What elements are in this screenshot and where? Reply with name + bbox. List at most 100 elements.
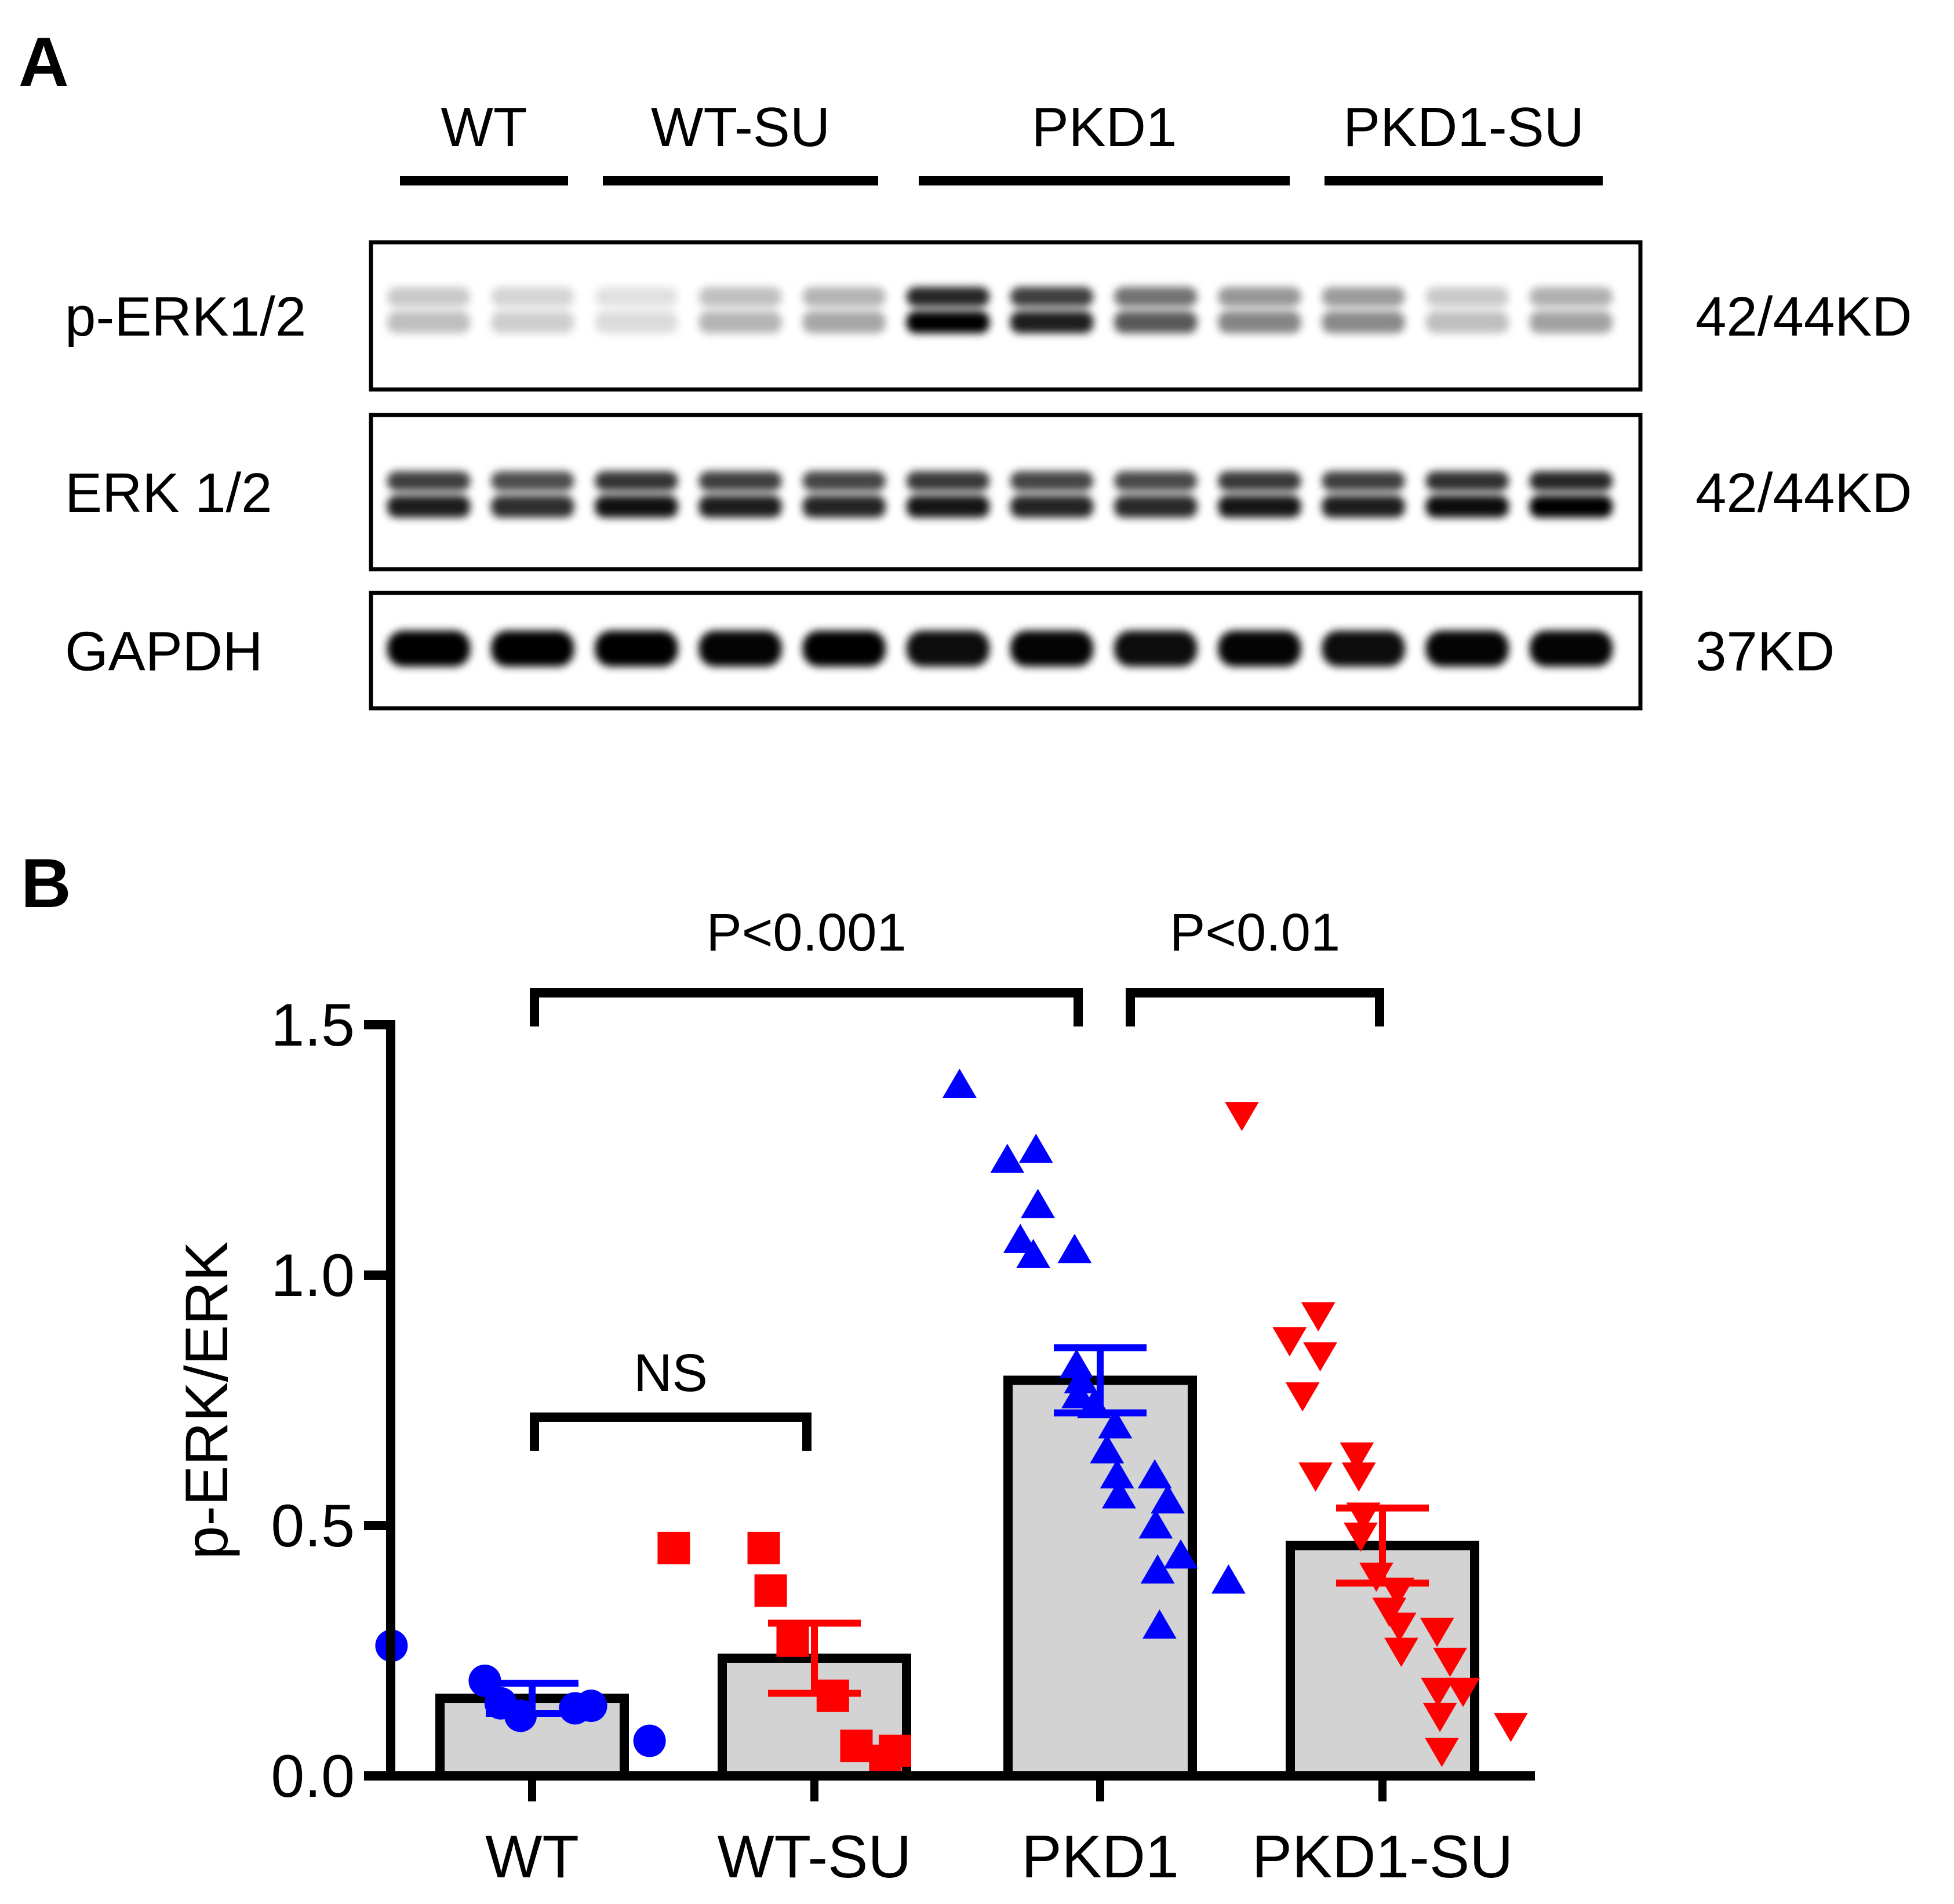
data-point bbox=[1142, 1609, 1177, 1639]
blot-band bbox=[1529, 631, 1613, 667]
blot-band bbox=[387, 631, 471, 667]
blot-band-upper bbox=[906, 471, 990, 491]
blot-band-lower bbox=[491, 496, 574, 518]
data-point bbox=[943, 1068, 977, 1098]
series-wt-su: WT-SU bbox=[657, 1531, 912, 1891]
data-point bbox=[1021, 1189, 1055, 1218]
data-point bbox=[1422, 1702, 1457, 1732]
series-wt: WT bbox=[375, 1629, 666, 1891]
data-point bbox=[1140, 1554, 1175, 1584]
data-point bbox=[990, 1144, 1025, 1173]
blot-band bbox=[491, 631, 574, 667]
panel-b-letter: B bbox=[21, 844, 71, 922]
blot-row-size: 42/44KD bbox=[1695, 286, 1912, 348]
blot-frame bbox=[369, 240, 1643, 392]
blot-band-lower bbox=[1529, 311, 1613, 333]
blot-band-lower bbox=[1529, 496, 1613, 518]
series-pkd1: PKD1 bbox=[943, 1068, 1246, 1891]
blot-band bbox=[1010, 631, 1094, 667]
blot-band-upper bbox=[1010, 287, 1094, 307]
blot-band-upper bbox=[1114, 287, 1198, 307]
blot-bands bbox=[387, 471, 1613, 518]
data-point bbox=[1098, 1409, 1133, 1439]
blot-row-size: 37KD bbox=[1695, 621, 1835, 683]
blot-band-lower bbox=[491, 311, 574, 333]
y-tick-label: 0.5 bbox=[271, 1492, 355, 1560]
y-axis-title: p-ERK/ERK bbox=[173, 1241, 241, 1559]
error-bar bbox=[768, 1619, 861, 1697]
significance-label: P<0.001 bbox=[706, 903, 906, 962]
x-tick-label: PKD1-SU bbox=[1252, 1823, 1513, 1891]
blot-group-headers: WT WT-SU PKD1 PKD1-SU bbox=[400, 96, 1603, 185]
panel-a-letter: A bbox=[19, 23, 69, 101]
y-axis-ticks: 0.0 0.5 1.0 1.5 bbox=[271, 992, 391, 1810]
blot-band-lower bbox=[906, 496, 990, 518]
blot-band bbox=[802, 631, 886, 667]
data-point bbox=[1061, 1379, 1096, 1408]
blot-band bbox=[595, 631, 678, 667]
blot-row-label: ERK 1/2 bbox=[65, 462, 272, 524]
blot-band-upper bbox=[595, 471, 678, 491]
error-bar bbox=[486, 1680, 578, 1717]
data-point bbox=[754, 1574, 787, 1607]
data-point bbox=[1100, 1459, 1134, 1488]
x-tick-label: WT-SU bbox=[717, 1823, 911, 1891]
data-point bbox=[633, 1724, 666, 1757]
blot-band-lower bbox=[802, 496, 886, 518]
x-tick-label: PKD1 bbox=[1021, 1823, 1179, 1891]
blot-group-label-wt-su: WT-SU bbox=[651, 96, 830, 158]
error-bar bbox=[1336, 1504, 1429, 1587]
significance-label: NS bbox=[634, 1344, 708, 1403]
data-point bbox=[574, 1690, 607, 1723]
blot-band-upper bbox=[802, 471, 886, 491]
data-point bbox=[1384, 1637, 1418, 1667]
blot-band bbox=[1425, 631, 1509, 667]
data-point bbox=[1057, 1233, 1092, 1264]
data-point bbox=[840, 1730, 873, 1763]
blot-band-upper bbox=[491, 471, 574, 491]
blot-row-erk-1-2: ERK 1/2 42/44KD bbox=[65, 413, 1912, 571]
blot-group-label-pkd1: PKD1 bbox=[1032, 96, 1177, 158]
y-tick-label: 1.0 bbox=[271, 1242, 355, 1309]
blot-frame bbox=[369, 413, 1643, 571]
blot-band-upper bbox=[1322, 287, 1405, 307]
data-point bbox=[1018, 1134, 1053, 1163]
blot-band-lower bbox=[595, 311, 678, 333]
data-point bbox=[776, 1624, 809, 1657]
data-point bbox=[1433, 1647, 1467, 1677]
blot-band bbox=[1114, 631, 1198, 667]
data-point bbox=[657, 1531, 690, 1564]
blot-bands bbox=[387, 631, 1613, 667]
blot-group-label-pkd1-su: PKD1-SU bbox=[1343, 96, 1584, 158]
error-bar bbox=[1054, 1344, 1147, 1417]
blot-band-upper bbox=[1114, 471, 1198, 491]
data-point bbox=[1285, 1382, 1320, 1412]
significance-p-0-001: P<0.001 bbox=[530, 903, 1083, 1026]
blot-row-gapdh: GAPDH 37KD bbox=[65, 591, 1835, 711]
blot-band-lower bbox=[1322, 311, 1405, 333]
data-point bbox=[1382, 1612, 1417, 1642]
blot-band-upper bbox=[595, 287, 678, 307]
data-point bbox=[1225, 1102, 1259, 1131]
blot-band-upper bbox=[906, 287, 990, 307]
data-point bbox=[1151, 1484, 1185, 1514]
data-point bbox=[1344, 1522, 1378, 1552]
data-point bbox=[1421, 1677, 1456, 1708]
blot-band-lower bbox=[387, 496, 471, 518]
blot-frame bbox=[369, 591, 1643, 711]
blot-row-label: GAPDH bbox=[65, 621, 263, 683]
blot-band-lower bbox=[1010, 311, 1094, 333]
significance-ns: NS bbox=[530, 1344, 812, 1451]
blot-band bbox=[1218, 631, 1301, 667]
data-point bbox=[468, 1664, 501, 1697]
blot-band-upper bbox=[1322, 471, 1405, 491]
y-tick-label: 1.5 bbox=[271, 992, 355, 1059]
blot-band bbox=[906, 631, 990, 667]
blot-band-upper bbox=[698, 471, 782, 491]
data-point bbox=[1372, 1597, 1407, 1627]
blot-band-lower bbox=[802, 311, 886, 333]
data-point bbox=[1090, 1434, 1125, 1464]
blot-band-upper bbox=[802, 287, 886, 307]
blot-band-upper bbox=[1529, 287, 1613, 307]
